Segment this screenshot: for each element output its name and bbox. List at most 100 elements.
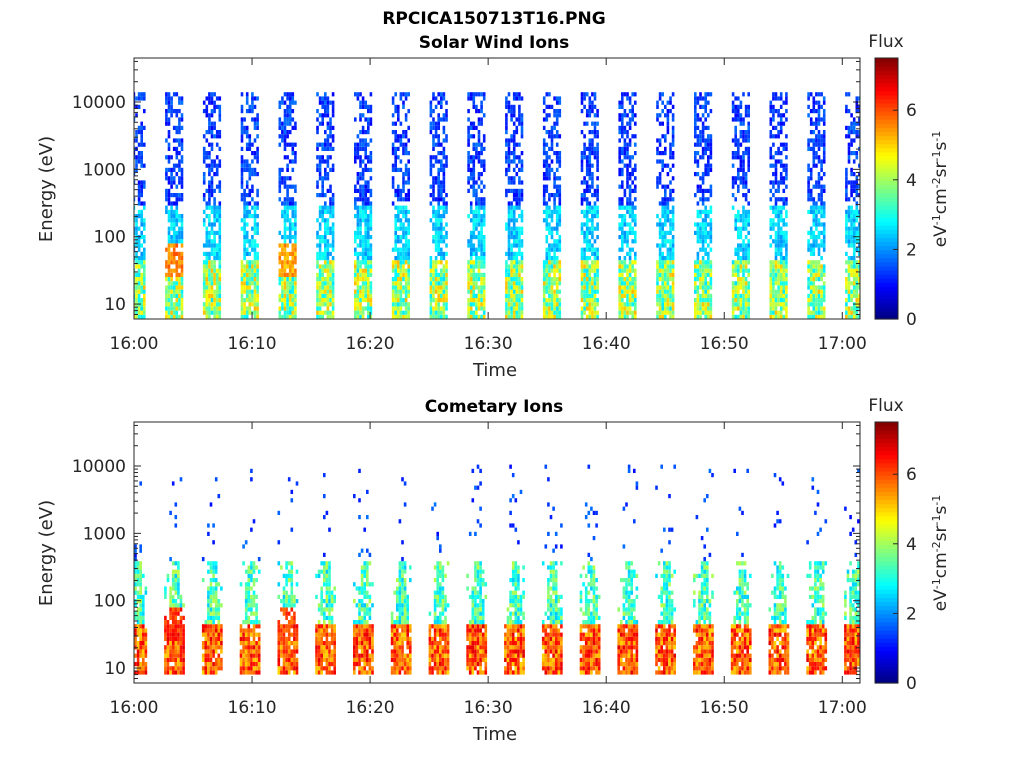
flux-cell bbox=[774, 222, 778, 227]
flux-cell bbox=[248, 209, 252, 214]
flux-cell bbox=[472, 222, 476, 227]
flux-cell bbox=[208, 155, 211, 160]
flux-cell bbox=[699, 247, 702, 252]
flux-cell bbox=[329, 121, 332, 126]
flux-cell bbox=[175, 272, 179, 277]
flux-cell bbox=[251, 104, 254, 109]
flux-cell bbox=[143, 293, 146, 298]
flux-cell bbox=[245, 92, 249, 97]
flux-cell bbox=[512, 142, 516, 147]
flux-cell bbox=[356, 92, 360, 97]
flux-cell bbox=[812, 235, 816, 240]
flux-cell bbox=[329, 134, 332, 139]
flux-cell bbox=[354, 230, 357, 235]
flux-cell bbox=[817, 176, 821, 181]
flux-cell bbox=[291, 235, 295, 240]
flux-cell bbox=[294, 226, 297, 231]
flux-cell bbox=[658, 306, 662, 311]
flux-cell bbox=[593, 277, 597, 282]
flux-cell bbox=[661, 293, 664, 298]
flux-cell bbox=[588, 184, 592, 189]
flux-cell bbox=[520, 251, 524, 256]
flux-cell bbox=[618, 235, 621, 240]
flux-cell bbox=[399, 159, 403, 164]
flux-cell bbox=[364, 285, 367, 290]
flux-cell bbox=[634, 218, 637, 223]
flux-cell bbox=[545, 159, 549, 164]
flux-cell bbox=[467, 306, 470, 311]
flux-cell bbox=[477, 205, 481, 210]
flux-cell bbox=[437, 188, 440, 193]
flux-cell bbox=[777, 277, 780, 282]
flux-cell bbox=[505, 159, 508, 164]
flux-cell bbox=[180, 197, 184, 202]
flux-cell bbox=[696, 293, 700, 298]
flux-cell bbox=[215, 293, 219, 298]
flux-cell bbox=[669, 256, 672, 261]
flux-cell bbox=[809, 235, 813, 240]
flux-cell bbox=[404, 117, 408, 122]
flux-cell bbox=[847, 256, 851, 261]
flux-cell bbox=[399, 310, 403, 315]
flux-cell bbox=[518, 193, 521, 198]
flux-cell bbox=[143, 247, 146, 252]
flux-cell bbox=[515, 256, 519, 261]
flux-cell bbox=[331, 302, 335, 307]
flux-cell bbox=[291, 201, 295, 206]
flux-cell bbox=[391, 298, 395, 303]
flux-cell bbox=[399, 205, 403, 210]
flux-cell bbox=[140, 285, 143, 290]
flux-cell bbox=[664, 302, 667, 307]
flux-cell bbox=[364, 256, 367, 261]
flux-cell bbox=[397, 251, 400, 256]
flux-cell bbox=[283, 239, 287, 244]
flux-cell bbox=[251, 235, 254, 240]
flux-cell bbox=[737, 109, 740, 114]
flux-cell bbox=[215, 277, 219, 282]
flux-cell bbox=[545, 306, 549, 311]
flux-cell bbox=[704, 264, 707, 269]
flux-cell bbox=[369, 205, 373, 210]
flux-cell bbox=[286, 188, 289, 193]
flux-cell bbox=[779, 230, 783, 235]
flux-cell bbox=[472, 251, 476, 256]
flux-cell bbox=[208, 100, 211, 105]
flux-cell bbox=[812, 138, 816, 143]
flux-cell bbox=[580, 226, 584, 231]
flux-cell bbox=[585, 205, 589, 210]
flux-cell bbox=[397, 247, 400, 252]
flux-cell bbox=[369, 302, 373, 307]
flux-cell bbox=[512, 230, 516, 235]
flux-cell bbox=[170, 214, 173, 219]
flux-cell bbox=[178, 264, 181, 269]
flux-cell bbox=[135, 298, 138, 303]
flux-cell bbox=[782, 163, 786, 168]
flux-cell bbox=[596, 272, 599, 277]
flux-cell bbox=[709, 222, 713, 227]
flux-cell bbox=[134, 306, 136, 311]
flux-cell bbox=[515, 285, 519, 290]
flux-cell bbox=[845, 306, 848, 311]
flux-cell bbox=[205, 310, 209, 315]
flux-cell bbox=[772, 314, 775, 319]
flux-cell bbox=[671, 285, 675, 290]
flux-cell bbox=[167, 239, 171, 244]
flux-cell bbox=[621, 289, 624, 294]
flux-cell bbox=[548, 167, 551, 172]
flux-cell bbox=[593, 96, 597, 101]
flux-cell bbox=[664, 285, 667, 290]
flux-cell bbox=[623, 146, 627, 151]
flux-cell bbox=[661, 239, 664, 244]
flux-cell bbox=[704, 167, 707, 172]
flux-cell bbox=[429, 268, 433, 273]
flux-cell bbox=[621, 205, 624, 210]
flux-cell bbox=[593, 268, 597, 273]
flux-cell bbox=[520, 226, 524, 231]
flux-cell bbox=[283, 197, 287, 202]
flux-cell bbox=[477, 260, 481, 265]
flux-cell bbox=[664, 289, 667, 294]
flux-cell bbox=[585, 209, 589, 214]
flux-cell bbox=[707, 268, 710, 273]
flux-cell bbox=[520, 121, 524, 126]
flux-cell bbox=[747, 260, 750, 265]
